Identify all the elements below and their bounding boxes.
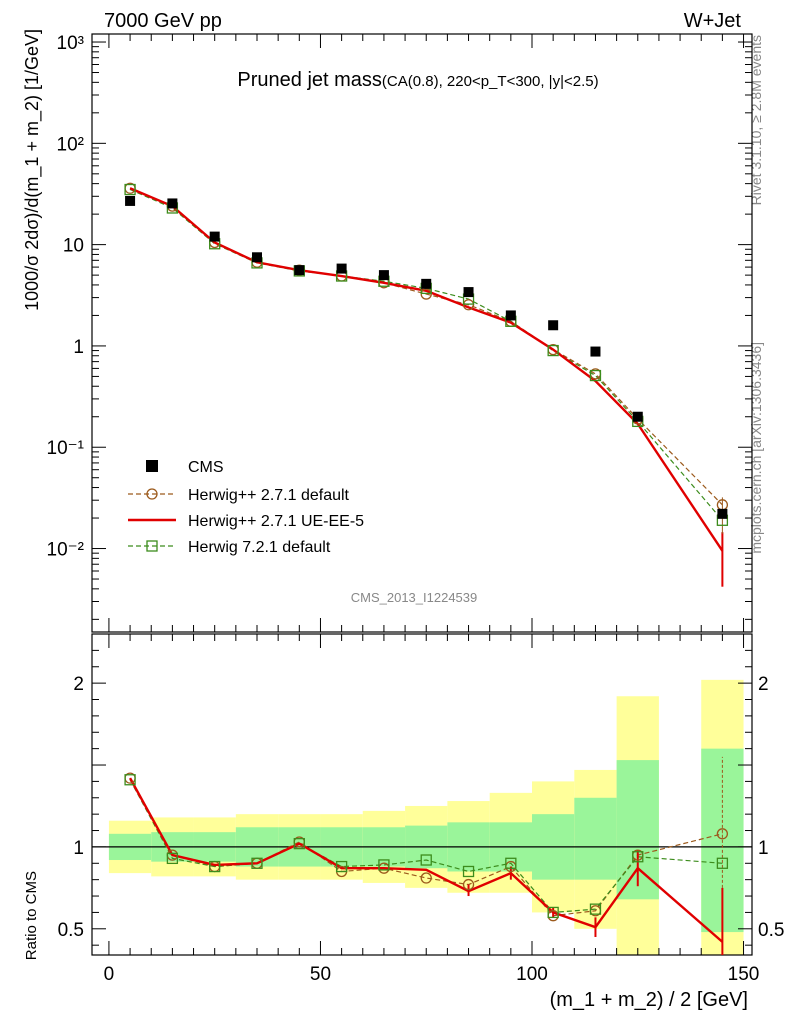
- ratio-marker-herwig7-default: [251, 857, 263, 869]
- ratio-frame: [91, 633, 753, 956]
- marker-cms: [378, 270, 389, 281]
- mcplots-label: mcplots.cern.ch [arXiv:1306.3436]: [748, 342, 764, 554]
- marker-cms: [717, 508, 728, 519]
- marker-cms: [421, 278, 432, 289]
- main-frame: [91, 33, 753, 633]
- ratio-marker-herwig7-default: [547, 906, 559, 919]
- watermark: CMS_2013_I1224539: [351, 590, 478, 605]
- marker-cms: [125, 195, 136, 206]
- header-right: W+Jet: [684, 10, 742, 32]
- marker-cms: [167, 198, 178, 209]
- ratio-marker-herwig-pp-default: [716, 828, 729, 840]
- main-y-tick-label: 10⁻²: [47, 540, 85, 561]
- ratio-y-tick-label: 0.5: [58, 920, 84, 941]
- ratio-y-tick-label-right: 1: [758, 838, 769, 859]
- x-tick-label: 0: [104, 964, 115, 985]
- ratio-marker-herwig7-default: [505, 857, 517, 869]
- legend-marker-cms: [146, 460, 158, 472]
- ratio-marker-herwig7-default: [378, 859, 390, 871]
- ratio-marker-herwig7-default: [335, 860, 348, 873]
- ratio-marker-herwig7-default: [124, 774, 136, 786]
- legend-label: Herwig++ 2.7.1 UE-EE-5: [188, 513, 364, 530]
- rivet-label: Rivet 3.1.10, ≥ 2.8M events: [748, 35, 764, 205]
- marker-herwig7-default: [547, 344, 559, 357]
- main-y-tick-label: 1: [73, 337, 84, 358]
- ratio-plot: 0 50 100 150 2 2 1 1 0.5 0.5: [58, 633, 784, 985]
- title-main: Pruned jet mass: [237, 69, 382, 91]
- series-line-herwig-pp-ue-ee-5: [129, 187, 724, 552]
- marker-herwig-pp-default: [462, 299, 475, 311]
- legend-marker-herwig-pp-default: [146, 488, 158, 500]
- main-ylabel: 1000/σ 2dσ)/d(m_1 + m_2) [1/GeV]: [22, 29, 43, 311]
- legend: CMS Herwig++ 2.7.1 default Herwig++ 2.7.1 …: [128, 459, 364, 556]
- marker-herwig7-default: [589, 369, 602, 382]
- main-y-tick-label: 10: [63, 236, 84, 257]
- legend-label: Herwig 7.2.1 default: [188, 539, 331, 556]
- series-line-herwig7-default: [129, 188, 723, 521]
- ratio-y-tick-label-right: 2: [758, 674, 769, 695]
- x-tick-label: 100: [516, 964, 548, 985]
- marker-cms: [590, 346, 601, 357]
- title-sub: (CA(0.8), 220<p_T<300, |y|<2.5): [382, 73, 599, 90]
- ratio-marker-herwig7-default: [293, 837, 305, 850]
- marker-cms: [548, 320, 559, 331]
- legend-label: Herwig++ 2.7.1 default: [188, 487, 350, 504]
- marker-cms: [209, 231, 220, 242]
- marker-cms: [463, 287, 474, 298]
- x-tick-label: 150: [728, 964, 760, 985]
- marker-herwig-pp-default: [420, 288, 432, 300]
- ratio-ylabel: Ratio to CMS: [23, 871, 40, 960]
- ratio-marker-herwig-pp-default: [462, 878, 475, 891]
- ratio-marker-herwig7-default: [420, 854, 432, 866]
- main-y-tick-label: 10⁻¹: [47, 438, 85, 459]
- x-tick-label: 50: [310, 964, 331, 985]
- marker-herwig7-default: [124, 183, 136, 196]
- ratio-line-herwig7-default: [129, 779, 723, 914]
- ratio-marker-herwig-pp-default: [420, 872, 432, 884]
- marker-cms: [294, 265, 305, 276]
- header-left: 7000 GeV pp: [104, 10, 222, 32]
- ratio-marker-herwig7-default: [209, 860, 221, 873]
- series-line-herwig-pp-default: [129, 187, 723, 506]
- ratio-marker-herwig7-default: [166, 852, 179, 865]
- main-title: Pruned jet mass(CA(0.8), 220<p_T<300, |y…: [237, 69, 598, 91]
- ratio-line-herwig-pp-ue-ee-5: [129, 777, 724, 943]
- ratio-marker-herwig7-default: [462, 865, 475, 878]
- ratio-band-stat: [574, 797, 617, 880]
- marker-cms: [252, 252, 262, 263]
- marker-cms: [336, 263, 347, 274]
- legend-label: CMS: [188, 459, 224, 476]
- ratio-y-tick-label: 2: [73, 674, 84, 695]
- legend-marker-herwig7-default: [146, 540, 158, 552]
- ratio-marker-herwig7-default: [716, 857, 729, 869]
- main-plot: 10³ 10² 10 1 10⁻¹ 10⁻²: [47, 33, 753, 633]
- ratio-y-tick-label-right: 0.5: [758, 920, 784, 941]
- main-y-tick-label: 10²: [57, 134, 84, 155]
- main-y-tick-label: 10³: [57, 33, 84, 54]
- ratio-marker-herwig7-default: [632, 851, 644, 863]
- ratio-marker-herwig7-default: [589, 903, 602, 915]
- marker-cms: [632, 411, 643, 422]
- x-axis-label: (m_1 + m_2) / 2 [GeV]: [550, 989, 748, 1011]
- ratio-y-tick-label: 1: [73, 838, 84, 859]
- marker-cms: [505, 310, 516, 321]
